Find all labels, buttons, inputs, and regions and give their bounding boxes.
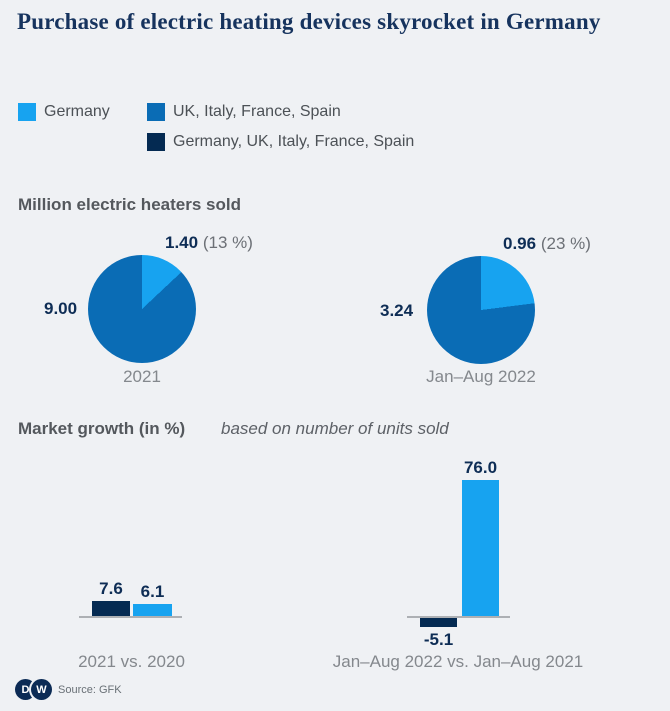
bar-chart2-category-label: Jan–Aug 2022 vs. Jan–Aug 2021: [332, 652, 584, 671]
pie1-germany-percent: (13 %): [202, 233, 253, 252]
dw-logo-w-circle: W: [31, 679, 52, 700]
pie1-others-value: 9.00: [44, 299, 78, 318]
bar-section-heading: Market growth (in %): [18, 419, 186, 438]
bar-label-germany-2022: 76.0: [463, 458, 498, 478]
dw-logo-d-circle: D: [15, 679, 36, 700]
bar-five-countries-2021: [92, 601, 130, 616]
source-credit: Source: GFK: [58, 684, 122, 696]
bar-label-germany-2021: 6.1: [140, 581, 165, 601]
legend-swatch-germany: [18, 103, 36, 121]
bar-germany-2022: [462, 480, 499, 616]
legend-label-five-countries: Germany, UK, Italy, France, Spain: [173, 133, 415, 150]
bar-label-five-countries-2021: 7.6: [99, 579, 123, 599]
pie2-germany-value: 0.96: [503, 234, 537, 253]
pie1-category-label: 2021: [123, 367, 161, 386]
legend-item-four-countries: UK, Italy, France, Spain: [147, 103, 341, 121]
bar-chart1-axis: [79, 616, 182, 618]
pie-chart-2021: [88, 255, 196, 363]
legend-swatch-four-countries: [147, 103, 165, 121]
legend-label-germany: Germany: [44, 103, 110, 120]
bar-section-note: based on number of units sold: [221, 419, 449, 438]
legend-swatch-five-countries: [147, 133, 165, 151]
bar-label-five-countries-2022: -5.1: [423, 630, 454, 650]
pie-chart-jan-aug-2022: [427, 256, 535, 364]
bar-five-countries-2022: [420, 618, 457, 628]
pie-section-heading: Million electric heaters sold: [18, 195, 241, 214]
pie2-others-value: 3.24: [380, 301, 414, 320]
bar-chart1-category-label: 2021 vs. 2020: [78, 652, 185, 671]
page-title: Purchase of electric heating devices sky…: [17, 9, 601, 34]
pie1-germany-value: 1.40: [165, 233, 199, 252]
dw-logo: D W: [15, 679, 52, 700]
pie2-germany-percent: (23 %): [540, 234, 591, 253]
legend-label-four-countries: UK, Italy, France, Spain: [173, 103, 341, 120]
bar-chart2-axis: [407, 616, 510, 618]
legend-item-five-countries: Germany, UK, Italy, France, Spain: [147, 133, 414, 151]
pie2-callout: 0.96 (23 %): [503, 234, 591, 254]
pie2-category-label: Jan–Aug 2022: [426, 367, 536, 386]
legend-item-germany: Germany: [18, 103, 110, 121]
pie1-callout: 1.40 (13 %): [165, 233, 253, 253]
bar-germany-2021: [133, 603, 172, 616]
